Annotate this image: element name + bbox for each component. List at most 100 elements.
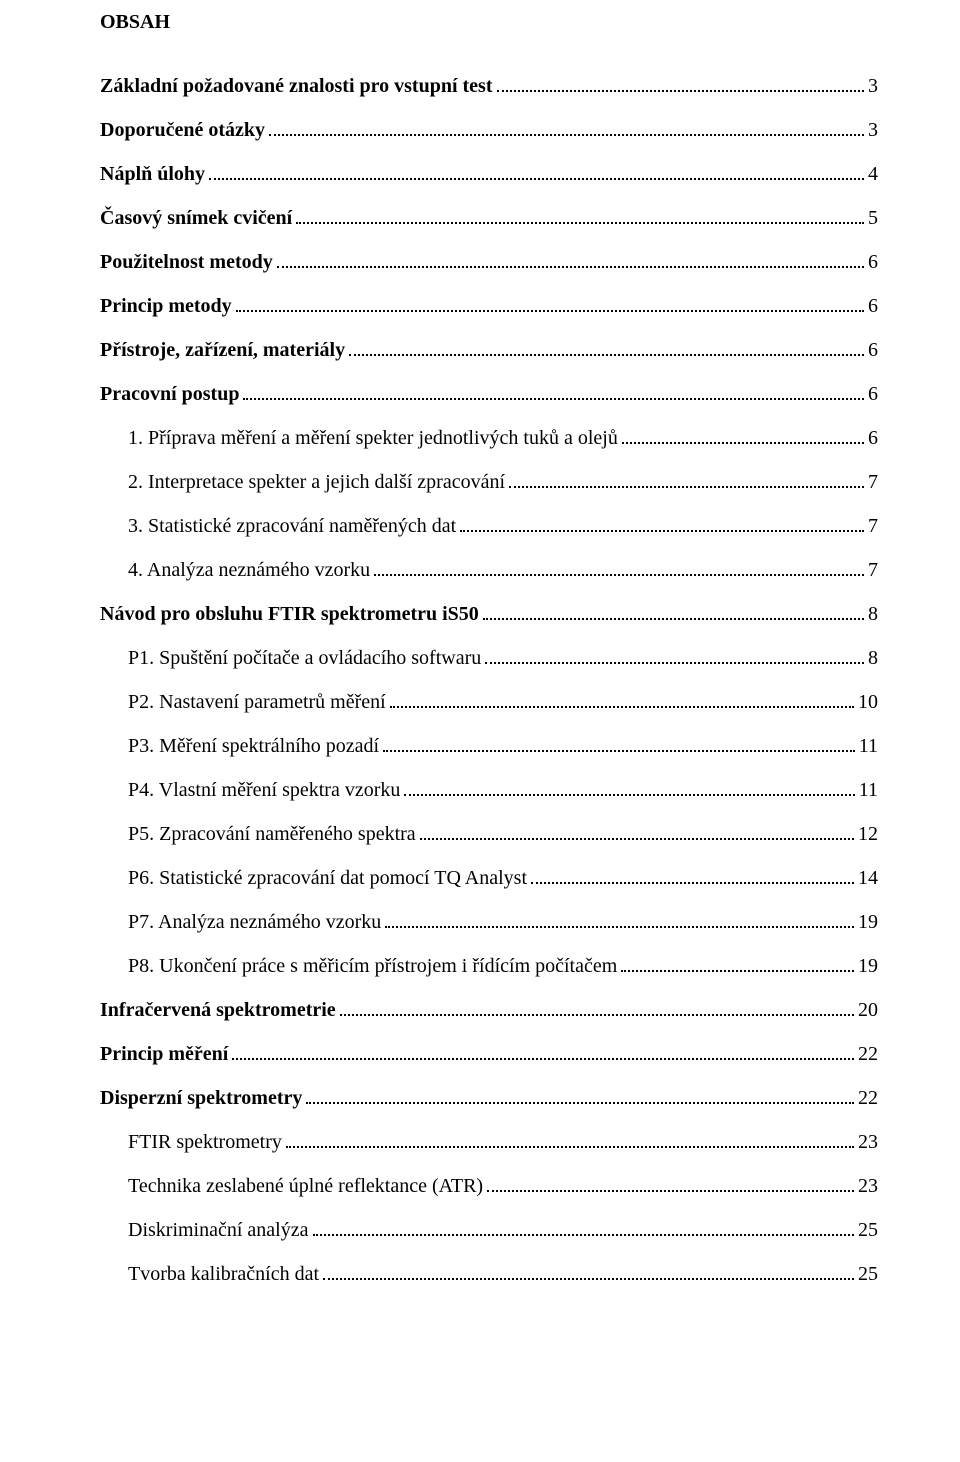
toc-label: Základní požadované znalosti pro vstupní… (100, 74, 493, 98)
toc-row: P8. Ukončení práce s měřicím přístrojem … (100, 954, 878, 978)
toc-leader-dots (531, 867, 854, 884)
toc-page-number: 11 (859, 778, 878, 802)
toc-page-number: 19 (858, 954, 878, 978)
toc-page-number: 25 (858, 1218, 878, 1242)
toc-leader-dots (460, 515, 864, 532)
toc-leader-dots (296, 207, 864, 224)
toc-page-number: 5 (868, 206, 878, 230)
toc-leader-dots (374, 559, 864, 576)
toc-row: Tvorba kalibračních dat 25 (100, 1262, 878, 1286)
toc-leader-dots (390, 691, 854, 708)
toc-row: P2. Nastavení parametrů měření 10 (100, 690, 878, 714)
toc-leader-dots (509, 471, 864, 488)
toc-label: P8. Ukončení práce s měřicím přístrojem … (128, 954, 617, 978)
toc-leader-dots (420, 823, 854, 840)
toc-label: Pracovní postup (100, 382, 239, 406)
toc-page-number: 11 (859, 734, 878, 758)
toc-leader-dots (385, 911, 854, 928)
toc-row: Doporučené otázky 3 (100, 118, 878, 142)
toc-row: Časový snímek cvičení5 (100, 206, 878, 230)
toc-leader-dots (313, 1219, 855, 1236)
toc-page-number: 6 (868, 294, 878, 318)
toc-page-number: 8 (868, 646, 878, 670)
toc-row: Použitelnost metody6 (100, 250, 878, 274)
toc-leader-dots (621, 955, 854, 972)
toc-page-number: 7 (868, 470, 878, 494)
toc-label: Disperzní spektrometry (100, 1086, 302, 1110)
toc-page-number: 3 (868, 74, 878, 98)
toc-label: P4. Vlastní měření spektra vzorku (128, 778, 400, 802)
toc-row: P1. Spuštění počítače a ovládacího softw… (100, 646, 878, 670)
toc-label: Náplň úlohy (100, 162, 205, 186)
toc-row: Princip měření 22 (100, 1042, 878, 1066)
toc-row: P3. Měření spektrálního pozadí 11 (100, 734, 878, 758)
toc-label: Diskriminační analýza (128, 1218, 309, 1242)
toc-label: 2. Interpretace spekter a jejich další z… (128, 470, 505, 494)
toc-page-number: 8 (868, 602, 878, 626)
toc-row: FTIR spektrometry23 (100, 1130, 878, 1154)
toc-page-number: 14 (858, 866, 878, 890)
toc-page-number: 22 (858, 1086, 878, 1110)
toc-label: P2. Nastavení parametrů měření (128, 690, 386, 714)
toc-leader-dots (277, 251, 864, 268)
toc-row: 3. Statistické zpracování naměřených dat… (100, 514, 878, 538)
toc-row: Přístroje, zařízení, materiály 6 (100, 338, 878, 362)
toc-page-number: 7 (868, 514, 878, 538)
toc-page-number: 23 (858, 1174, 878, 1198)
toc-page-number: 6 (868, 338, 878, 362)
toc-page-number: 22 (858, 1042, 878, 1066)
toc-row: 4. Analýza neznámého vzorku 7 (100, 558, 878, 582)
toc-leader-dots (340, 999, 854, 1016)
toc-label: Princip metody (100, 294, 232, 318)
toc-leader-dots (306, 1087, 854, 1104)
toc-row: P7. Analýza neznámého vzorku19 (100, 910, 878, 934)
toc-label: 4. Analýza neznámého vzorku (128, 558, 370, 582)
page-title: OBSAH (100, 10, 878, 34)
toc-page-number: 6 (868, 426, 878, 450)
toc-row: Princip metody 6 (100, 294, 878, 318)
toc-leader-dots (323, 1263, 854, 1280)
toc-leader-dots (232, 1043, 854, 1060)
toc-row: P6. Statistické zpracování dat pomocí TQ… (100, 866, 878, 890)
toc-leader-dots (349, 339, 864, 356)
toc-page-number: 10 (858, 690, 878, 714)
toc-page-number: 7 (868, 558, 878, 582)
toc-label: Přístroje, zařízení, materiály (100, 338, 345, 362)
toc-label: P5. Zpracování naměřeného spektra (128, 822, 416, 846)
toc-label: Použitelnost metody (100, 250, 273, 274)
toc-label: Návod pro obsluhu FTIR spektrometru iS50 (100, 602, 479, 626)
toc-row: Náplň úlohy 4 (100, 162, 878, 186)
toc-label: 1. Příprava měření a měření spekter jedn… (128, 426, 618, 450)
toc-label: Infračervená spektrometrie (100, 998, 336, 1022)
toc-page-number: 6 (868, 382, 878, 406)
toc-leader-dots (622, 427, 864, 444)
toc-page-number: 4 (868, 162, 878, 186)
toc-row: Infračervená spektrometrie 20 (100, 998, 878, 1022)
toc-leader-dots (269, 119, 864, 136)
toc-row: P4. Vlastní měření spektra vzorku 11 (100, 778, 878, 802)
toc-leader-dots (383, 735, 855, 752)
toc-label: P6. Statistické zpracování dat pomocí TQ… (128, 866, 527, 890)
toc-label: 3. Statistické zpracování naměřených dat (128, 514, 456, 538)
toc-page-number: 3 (868, 118, 878, 142)
toc-leader-dots (286, 1131, 854, 1148)
toc-row: Návod pro obsluhu FTIR spektrometru iS50… (100, 602, 878, 626)
toc-page-number: 20 (858, 998, 878, 1022)
toc-page-number: 25 (858, 1262, 878, 1286)
toc-leader-dots (209, 163, 864, 180)
toc-label: P3. Měření spektrálního pozadí (128, 734, 379, 758)
toc-leader-dots (485, 647, 864, 664)
toc-leader-dots (487, 1175, 854, 1192)
toc-leader-dots (404, 779, 854, 796)
toc-row: 1. Příprava měření a měření spekter jedn… (100, 426, 878, 450)
toc-label: Tvorba kalibračních dat (128, 1262, 319, 1286)
toc-label: Princip měření (100, 1042, 228, 1066)
toc-row: Technika zeslabené úplné reflektance (AT… (100, 1174, 878, 1198)
toc-label: P1. Spuštění počítače a ovládacího softw… (128, 646, 481, 670)
toc-page-number: 19 (858, 910, 878, 934)
toc-row: Pracovní postup 6 (100, 382, 878, 406)
toc-page-number: 23 (858, 1130, 878, 1154)
toc-row: Disperzní spektrometry 22 (100, 1086, 878, 1110)
toc-label: Doporučené otázky (100, 118, 265, 142)
table-of-contents: Základní požadované znalosti pro vstupní… (100, 74, 878, 1286)
